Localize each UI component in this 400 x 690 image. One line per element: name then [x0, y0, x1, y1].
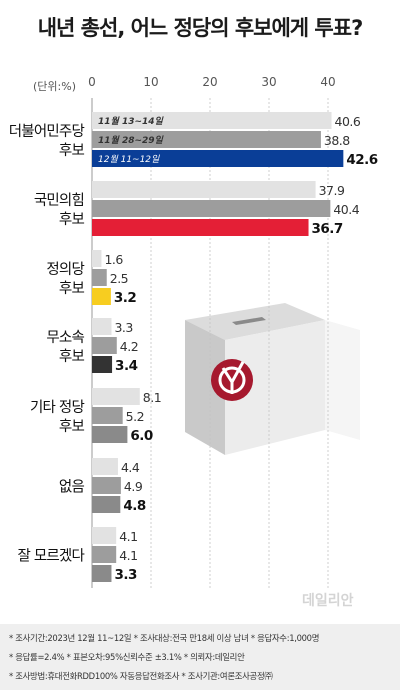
unit-label: (단위:%) — [33, 80, 76, 93]
category-label: 후보 — [59, 418, 85, 435]
bar — [92, 337, 117, 354]
bar — [92, 407, 123, 424]
footer-line-1: * 조사기간:2023년 12월 11~12일 * 조사대상:전국 만18세 이… — [9, 633, 320, 643]
x-tick-label: 10 — [143, 75, 158, 89]
data-label: 4.8 — [123, 498, 146, 514]
x-tick-label: 20 — [202, 75, 217, 89]
data-label: 1.6 — [104, 252, 123, 267]
data-label: 4.1 — [119, 548, 137, 563]
footer-line-2: * 응답률=2.4% * 표본오차:95%신뢰수준 ±3.1% * 의뢰자:데일… — [9, 652, 245, 662]
data-label: 3.3 — [114, 320, 132, 335]
bar — [92, 318, 112, 335]
category-label: 무소속 — [46, 329, 84, 346]
bar — [92, 426, 128, 443]
legend-entry: 11월 13~14일 — [98, 116, 165, 127]
data-label: 42.6 — [346, 152, 377, 168]
bar — [92, 458, 118, 475]
bar — [92, 219, 309, 236]
data-label: 3.2 — [114, 290, 137, 306]
x-tick-label: 0 — [88, 75, 96, 89]
bar — [92, 131, 321, 148]
bar — [92, 388, 140, 405]
bar — [92, 250, 102, 267]
data-label: 4.1 — [119, 529, 137, 544]
bar — [92, 527, 117, 544]
data-label: 40.4 — [333, 202, 359, 217]
category-label: 후보 — [59, 348, 85, 365]
bar — [92, 356, 113, 373]
legend-entry: 11월 28~29일 — [98, 135, 165, 146]
data-label: 38.8 — [324, 133, 350, 148]
data-label: 37.9 — [319, 183, 345, 198]
bar — [92, 546, 117, 563]
bar — [92, 496, 121, 513]
data-label: 40.6 — [335, 114, 361, 129]
category-label: 후보 — [59, 211, 85, 228]
footer-line-3: * 조사방법:휴대전화RDD100% 자동응답전화조사 * 조사기관:여론조사공… — [9, 671, 273, 681]
category-label: 정의당 — [46, 261, 84, 278]
data-label: 36.7 — [312, 221, 343, 237]
category-label: 후보 — [59, 142, 85, 159]
category-label: 국민의힘 — [34, 192, 84, 209]
bar — [92, 150, 344, 167]
x-tick-label: 30 — [261, 75, 276, 89]
data-label: 6.0 — [130, 428, 153, 444]
bar — [92, 477, 121, 494]
bar — [92, 181, 316, 198]
data-label: 8.1 — [143, 390, 161, 405]
bar — [92, 565, 112, 582]
x-tick-label: 40 — [320, 75, 335, 89]
category-label: 더불어민주당 — [9, 123, 85, 140]
category-label: 후보 — [59, 280, 85, 297]
category-label: 기타 정당 — [30, 399, 84, 416]
data-label: 5.2 — [126, 409, 144, 424]
chart-title: 내년 총선, 어느 정당의 후보에게 투표? — [37, 16, 364, 40]
data-label: 4.2 — [120, 339, 138, 354]
bar — [92, 269, 107, 286]
data-label: 3.4 — [115, 358, 138, 374]
ballot-box-icon — [185, 303, 360, 455]
legend-entry: 12월 11~12일 — [98, 154, 160, 165]
category-label: 잘 모르겠다 — [17, 548, 84, 565]
bar — [92, 288, 111, 305]
data-label: 4.9 — [124, 479, 143, 494]
data-label: 3.3 — [114, 567, 137, 583]
survey-footer: * 조사기간:2023년 12월 11~12일 * 조사대상:전국 만18세 이… — [0, 624, 400, 690]
data-label: 4.4 — [121, 460, 140, 475]
category-label: 없음 — [59, 479, 85, 496]
bar — [92, 112, 332, 129]
data-label: 2.5 — [110, 271, 128, 286]
watermark: 데일리안 — [302, 593, 354, 609]
bar — [92, 200, 331, 217]
